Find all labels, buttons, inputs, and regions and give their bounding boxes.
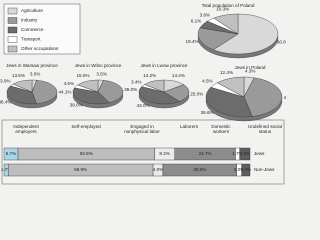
legend-swatch — [7, 17, 18, 24]
pie-slice — [163, 84, 190, 102]
data-label: 44.1% — [58, 89, 71, 94]
category-header: Domestic workers — [211, 124, 231, 134]
pie-slice — [97, 80, 124, 103]
data-label: 14.4% — [172, 73, 185, 78]
data-label: 6.1% — [191, 19, 201, 24]
data-label: 8.2% — [159, 151, 169, 156]
legend-label: Other occupations — [21, 46, 59, 51]
series-label: Jews — [254, 151, 265, 156]
legend-swatch — [7, 26, 18, 34]
data-label: 5.7% — [6, 151, 16, 156]
chart-title: Jews in Poland — [235, 65, 266, 70]
data-label: 4.5% — [202, 78, 212, 83]
category-header: Laborers — [179, 124, 199, 129]
pie-slice — [197, 27, 239, 50]
data-label: 4.5% — [64, 81, 74, 86]
data-label: 3.0% — [30, 71, 40, 76]
legend-swatch — [7, 7, 18, 15]
page: Total population of Poland 60.6% 19.4% 6.1%… — [0, 3, 286, 185]
pie-slice — [138, 86, 180, 105]
pie-slice — [77, 79, 99, 93]
data-label: 4.3% — [245, 68, 255, 73]
chart-title: Jews in Warsaw province — [6, 63, 58, 68]
category-header: Undefined social status — [248, 124, 282, 134]
chart-title: Jews in Lwow province — [141, 63, 188, 68]
data-label: 10.3% — [216, 7, 229, 12]
pie-slice — [212, 13, 279, 55]
bar-segment — [241, 163, 251, 177]
legend-label: Agriculture — [21, 8, 43, 13]
pie-slice — [144, 79, 165, 93]
category-header: Engaged in nonphysical labor — [124, 124, 160, 134]
series-label: Non-Jews — [254, 167, 275, 172]
data-label: 3.6% — [200, 12, 210, 17]
legend-label: Transport — [21, 37, 41, 42]
data-label: 14.2% — [143, 73, 156, 78]
data-label: 3.5% — [96, 71, 106, 76]
legend-label: Industry — [21, 18, 38, 23]
data-label: 3.4% — [131, 79, 141, 84]
category-header: Independent employers — [13, 124, 39, 134]
data-label: 13.5% — [12, 73, 25, 78]
pie-slice — [205, 87, 253, 118]
pie-slice — [213, 13, 239, 35]
data-label: 2.0% — [234, 167, 244, 172]
data-label: 60.6% — [277, 40, 286, 45]
chart-title: Total population of Poland — [202, 3, 255, 8]
category-header: Self-employed — [71, 124, 101, 129]
chart-title: Jews in Wilno province — [75, 63, 122, 68]
pie-slice — [12, 79, 33, 93]
data-label: 38.0% — [70, 103, 83, 108]
data-label: 15.0% — [77, 73, 90, 78]
bar-segment — [239, 147, 251, 161]
chart: Total population of Poland 60.6% 19.4% 6.1%… — [0, 3, 286, 185]
bar-frame — [1, 119, 285, 185]
pie-slice — [216, 76, 245, 98]
data-label: 12.4% — [220, 70, 233, 75]
legend-label: Commerce — [21, 27, 44, 32]
data-label: 58.9% — [74, 167, 87, 172]
pie-slice — [31, 79, 58, 105]
data-label: 1.7% — [1, 167, 11, 172]
data-label: 1.7% — [232, 151, 242, 156]
data-label: 36.6% — [201, 110, 214, 115]
data-label: 25.0% — [190, 91, 203, 96]
data-label: 3.0% — [0, 79, 10, 84]
data-label: 43.0% — [137, 103, 150, 108]
data-label: 30.0% — [193, 167, 206, 172]
data-label: 3.4% — [241, 167, 251, 172]
data-label: 4.0% — [153, 167, 163, 172]
data-label: 24.7% — [199, 151, 212, 156]
legend-swatch — [7, 36, 18, 43]
data-label: 4.2% — [240, 151, 250, 156]
data-label: 39.0% — [124, 87, 137, 92]
data-label: 42.2% — [283, 95, 286, 100]
data-label: 55.5% — [80, 151, 93, 156]
pie-slice — [6, 85, 37, 105]
data-label: 19.4% — [186, 39, 199, 44]
pie-slice — [72, 87, 110, 105]
legend-swatch — [7, 45, 18, 53]
pie-slice — [243, 77, 283, 117]
data-label: 36.4% — [0, 100, 11, 105]
